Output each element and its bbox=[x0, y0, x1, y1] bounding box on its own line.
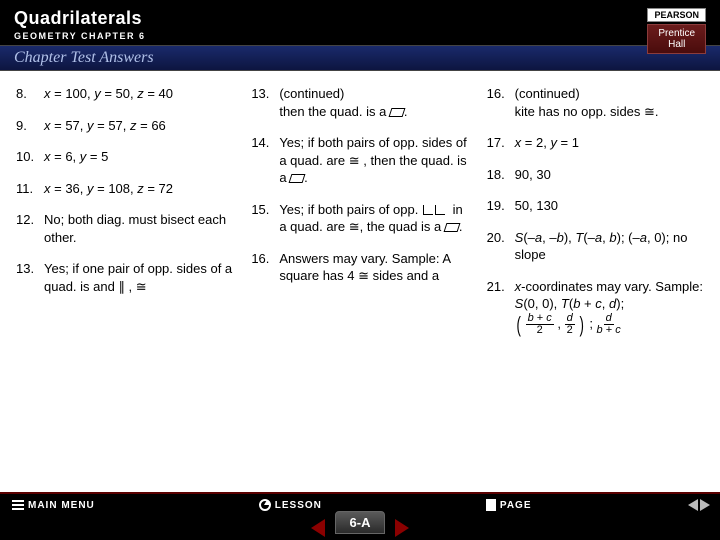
item-number: 12. bbox=[16, 211, 44, 246]
answer-item: 17.x = 2, y = 1 bbox=[487, 134, 704, 152]
item-text: x-coordinates may vary. Sample:S(0, 0), … bbox=[515, 278, 704, 336]
item-text: No; both diag. must bisect each other. bbox=[44, 211, 233, 246]
lesson-icon bbox=[259, 499, 271, 511]
item-number: 17. bbox=[487, 134, 515, 152]
item-number: 20. bbox=[487, 229, 515, 264]
page-label: PAGE bbox=[500, 500, 532, 511]
column-1: 8.x = 100, y = 50, z = 409.x = 57, y = 5… bbox=[16, 85, 233, 471]
item-number: 15. bbox=[251, 201, 279, 236]
answer-item: 15.Yes; if both pairs of opp. in a quad.… bbox=[251, 201, 468, 236]
prev-section-arrow[interactable] bbox=[311, 519, 325, 537]
prev-page-arrow[interactable] bbox=[688, 499, 698, 511]
answer-item: 11.x = 36, y = 108, z = 72 bbox=[16, 180, 233, 198]
item-number: 19. bbox=[487, 197, 515, 215]
publisher-logo: PEARSON Prentice Hall bbox=[647, 8, 706, 54]
item-number: 13. bbox=[251, 85, 279, 120]
section-title: Chapter Test Answers bbox=[0, 45, 720, 71]
answer-item: 19.50, 130 bbox=[487, 197, 704, 215]
answer-item: 16.Answers may vary. Sample: A square ha… bbox=[251, 250, 468, 285]
menu-icon bbox=[12, 500, 24, 510]
answer-item: 21.x-coordinates may vary. Sample:S(0, 0… bbox=[487, 278, 704, 336]
answer-item: 14.Yes; if both pairs of opp. sides of a… bbox=[251, 134, 468, 187]
item-text: x = 6, y = 5 bbox=[44, 148, 233, 166]
prentice-hall-label: Prentice Hall bbox=[647, 24, 706, 54]
footer: MAIN MENU LESSON PAGE 6-A bbox=[0, 492, 720, 540]
item-number: 8. bbox=[16, 85, 44, 103]
item-text: S(–a, –b), T(–a, b); (–a, 0); no slope bbox=[515, 229, 704, 264]
item-number: 13. bbox=[16, 260, 44, 295]
header: Quadrilaterals GEOMETRY CHAPTER 6 PEARSO… bbox=[0, 0, 720, 45]
section-tab[interactable]: 6-A bbox=[335, 511, 386, 534]
next-page-arrow[interactable] bbox=[700, 499, 710, 511]
item-number: 11. bbox=[16, 180, 44, 198]
lesson-button[interactable]: LESSON bbox=[247, 499, 334, 511]
slide: Quadrilaterals GEOMETRY CHAPTER 6 PEARSO… bbox=[0, 0, 720, 540]
item-number: 18. bbox=[487, 166, 515, 184]
answer-item: 10.x = 6, y = 5 bbox=[16, 148, 233, 166]
answer-item: 12.No; both diag. must bisect each other… bbox=[16, 211, 233, 246]
main-menu-button[interactable]: MAIN MENU bbox=[0, 500, 107, 511]
answer-item: 20.S(–a, –b), T(–a, b); (–a, 0); no slop… bbox=[487, 229, 704, 264]
answer-item: 13.Yes; if one pair of opp. sides of a q… bbox=[16, 260, 233, 295]
item-number: 21. bbox=[487, 278, 515, 336]
tab-row: 6-A bbox=[0, 516, 720, 540]
item-text: Yes; if one pair of opp. sides of a quad… bbox=[44, 260, 233, 295]
item-text: x = 2, y = 1 bbox=[515, 134, 704, 152]
item-number: 16. bbox=[251, 250, 279, 285]
content-area: 8.x = 100, y = 50, z = 409.x = 57, y = 5… bbox=[0, 71, 720, 471]
page-icon bbox=[486, 499, 496, 511]
answer-item: 16.(continued)kite has no opp. sides ≅. bbox=[487, 85, 704, 120]
item-number: 16. bbox=[487, 85, 515, 120]
pearson-label: PEARSON bbox=[647, 8, 706, 22]
page-title: Quadrilaterals bbox=[14, 8, 706, 29]
item-text: (continued)then the quad. is a . bbox=[279, 85, 468, 120]
answer-item: 8.x = 100, y = 50, z = 40 bbox=[16, 85, 233, 103]
answer-item: 9.x = 57, y = 57, z = 66 bbox=[16, 117, 233, 135]
chapter-subtitle: GEOMETRY CHAPTER 6 bbox=[14, 31, 706, 41]
item-text: x = 36, y = 108, z = 72 bbox=[44, 180, 233, 198]
item-text: 50, 130 bbox=[515, 197, 704, 215]
item-number: 10. bbox=[16, 148, 44, 166]
answer-item: 18.90, 30 bbox=[487, 166, 704, 184]
page-button[interactable]: PAGE bbox=[474, 499, 544, 511]
answer-item: 13.(continued)then the quad. is a . bbox=[251, 85, 468, 120]
lesson-label: LESSON bbox=[275, 500, 322, 511]
item-text: (continued)kite has no opp. sides ≅. bbox=[515, 85, 704, 120]
item-number: 14. bbox=[251, 134, 279, 187]
item-text: Answers may vary. Sample: A square has 4… bbox=[279, 250, 468, 285]
main-menu-label: MAIN MENU bbox=[28, 500, 95, 511]
item-text: x = 100, y = 50, z = 40 bbox=[44, 85, 233, 103]
item-text: 90, 30 bbox=[515, 166, 704, 184]
page-arrows bbox=[688, 499, 720, 511]
item-text: Yes; if both pairs of opp. sides of a qu… bbox=[279, 134, 468, 187]
item-number: 9. bbox=[16, 117, 44, 135]
column-2: 13.(continued)then the quad. is a .14.Ye… bbox=[251, 85, 468, 471]
column-3: 16.(continued)kite has no opp. sides ≅.1… bbox=[487, 85, 704, 471]
next-section-arrow[interactable] bbox=[395, 519, 409, 537]
item-text: x = 57, y = 57, z = 66 bbox=[44, 117, 233, 135]
item-text: Yes; if both pairs of opp. in a quad. ar… bbox=[279, 201, 468, 236]
